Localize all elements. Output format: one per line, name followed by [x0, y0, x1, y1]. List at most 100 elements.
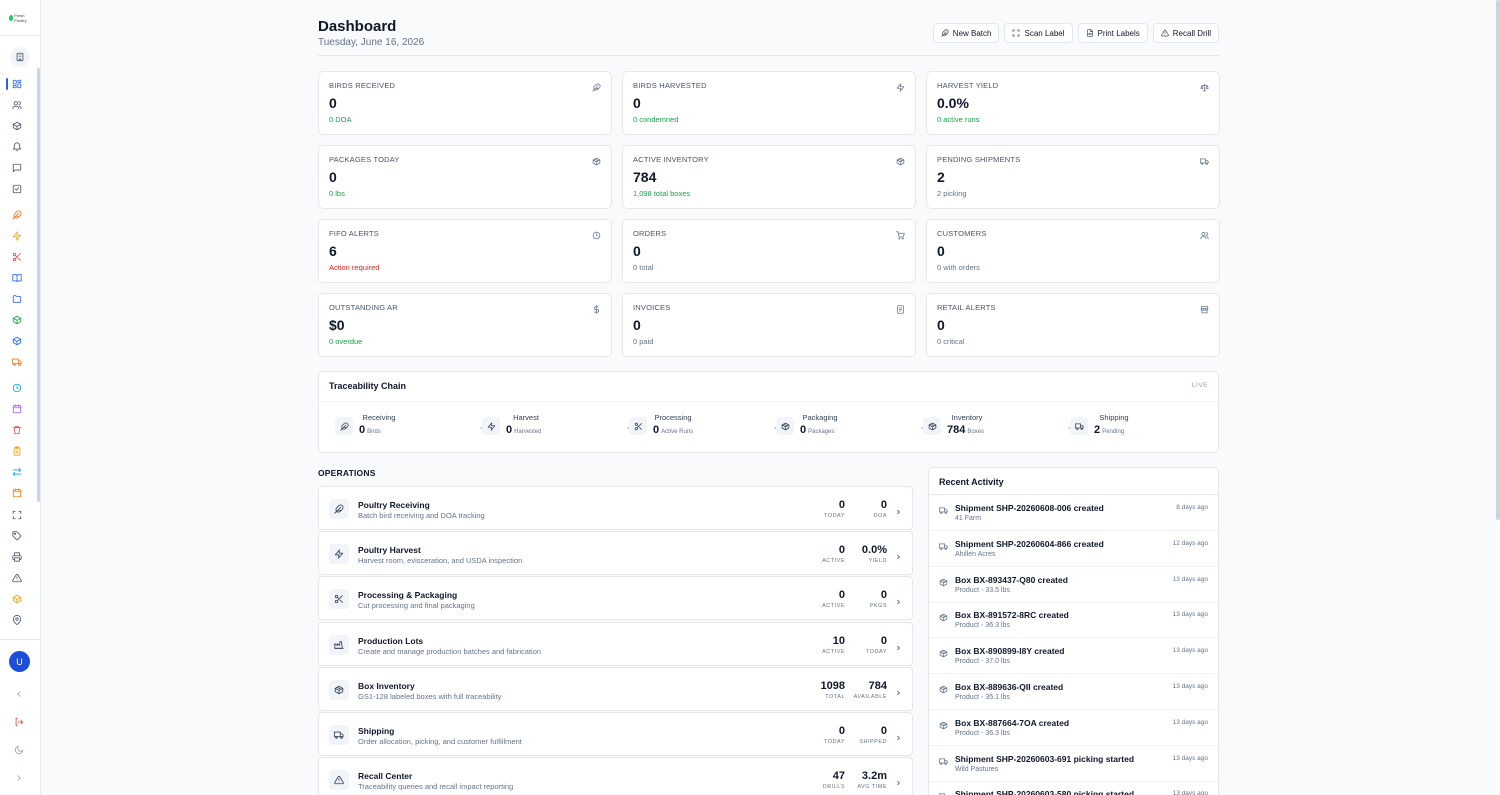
- sidebar-item-checklist[interactable]: [12, 184, 22, 194]
- sidebar-item-trash[interactable]: [12, 425, 22, 435]
- sidebar-item-truck-orange[interactable]: [12, 357, 22, 367]
- sidebar-item-users[interactable]: [12, 100, 22, 110]
- organization-button[interactable]: [10, 47, 30, 67]
- sidebar-item-scissors[interactable]: [12, 252, 22, 262]
- print-labels-button[interactable]: Print Labels: [1077, 23, 1148, 43]
- sidebar-item-clock[interactable]: [12, 383, 22, 393]
- operation-poultry-receiving[interactable]: Poultry Receiving Batch bird receiving an…: [318, 486, 913, 530]
- sidebar-scrollbar[interactable]: [37, 68, 40, 502]
- chevron-right-icon: [897, 509, 900, 515]
- sidebar-item-box-blue[interactable]: [12, 336, 22, 346]
- trace-stage-inventory[interactable]: Inventory 784 Boxes: [923, 412, 1043, 440]
- expand-chevron-icon[interactable]: [14, 772, 26, 784]
- moon-icon[interactable]: [14, 744, 26, 756]
- operation-description: Batch bird receiving and DOA tracking: [358, 511, 485, 520]
- trace-stage-packaging[interactable]: Packaging 0 Packages: [776, 412, 896, 440]
- sidebar-item-scan[interactable]: [12, 510, 22, 520]
- stat-subtext: 0 with orders: [937, 263, 980, 272]
- users-icon: [1200, 229, 1209, 240]
- stat-card-packages-today[interactable]: PACKAGES TODAY 0 0 lbs: [318, 145, 612, 209]
- trace-stage-processing[interactable]: Processing 0 Active Runs: [629, 412, 749, 440]
- stat-card-invoices[interactable]: INVOICES 0 0 paid: [622, 293, 916, 357]
- stat-card-retail-alerts[interactable]: RETAIL ALERTS 0 0 critical: [926, 293, 1220, 357]
- stat-label: OUTSTANDING AR: [329, 303, 398, 312]
- stat-subtext: 0 DOA: [329, 115, 352, 124]
- chevron-right-icon: [897, 645, 900, 650]
- sidebar-item-box[interactable]: [12, 121, 22, 131]
- recall-drill-button[interactable]: Recall Drill: [1152, 23, 1219, 43]
- operation-recall-center[interactable]: Recall Center Traceability queries and re…: [318, 757, 913, 795]
- sidebar-item-printer[interactable]: [12, 552, 22, 562]
- avatar[interactable]: U: [9, 651, 30, 672]
- stat-card-customers[interactable]: CUSTOMERS 0 0 with orders: [926, 219, 1220, 283]
- chevron-right-icon: [895, 731, 902, 741]
- stat-card-fifo-alerts[interactable]: FIFO ALERTS 6 Action required: [318, 219, 612, 283]
- trace-stage-receiving[interactable]: Receiving 0 Birds: [335, 412, 455, 440]
- feather-icon: [592, 81, 601, 92]
- stat-card-birds-received[interactable]: BIRDS RECEIVED 0 0 DOA: [318, 71, 612, 135]
- sidebar-item-feather[interactable]: [12, 210, 22, 220]
- activity-title: Shipment SHP-20260603-691 picking starte…: [955, 753, 1135, 764]
- activity-item[interactable]: Shipment SHP-20260608-006 created 41 Farm…: [929, 495, 1218, 531]
- sidebar-item-folder[interactable]: [12, 294, 22, 304]
- stat-subtext: 2 picking: [937, 189, 967, 198]
- traceability-chain[interactable]: Traceability Chain LIVE Receiving 0 Birds H…: [318, 371, 1219, 453]
- scale-icon: [1200, 83, 1209, 92]
- sidebar-item-book[interactable]: [12, 273, 22, 283]
- operation-processing-packaging[interactable]: Processing & Packaging Cut processing and…: [318, 576, 913, 621]
- logout-icon[interactable]: [14, 716, 26, 728]
- stat-card-outstanding-ar[interactable]: OUTSTANDING AR $0 0 overdue: [318, 293, 612, 357]
- collapse-chevron-icon[interactable]: [14, 688, 26, 700]
- sidebar-item-message[interactable]: [12, 163, 22, 173]
- printer-icon: [12, 552, 22, 562]
- operation-poultry-harvest[interactable]: Poultry Harvest Harvest room, evisceratio…: [318, 531, 913, 576]
- activity-item[interactable]: Shipment SHP-20260603-580 picking starte…: [929, 781, 1218, 795]
- stat-card-harvest-yield[interactable]: HARVEST YIELD 0.0% 0 active runs: [926, 71, 1220, 135]
- activity-time: 13 days ago: [1172, 718, 1208, 726]
- activity-item[interactable]: Shipment SHP-20260603-691 picking starte…: [929, 746, 1218, 782]
- trace-stage-harvest[interactable]: Harvest 0 Harvested: [482, 412, 602, 440]
- stat-subtext: 0 lbs: [329, 189, 345, 198]
- factory-icon: [329, 634, 349, 655]
- sidebar-item-bell[interactable]: [12, 142, 22, 152]
- sidebar-item-calendar-orange[interactable]: [12, 488, 22, 498]
- sidebar-item-alert-triangle[interactable]: [12, 573, 22, 583]
- activity-item[interactable]: Box BX-889636-QII created Product - 35.1 …: [929, 674, 1218, 710]
- sidebar-item-box-green[interactable]: [12, 315, 22, 325]
- activity-item[interactable]: Box BX-893437-Q80 created Product - 33.5 …: [929, 567, 1218, 603]
- stat-card-birds-harvested[interactable]: BIRDS HARVESTED 0 0 condemned: [622, 71, 916, 135]
- stage-unit: Harvested: [514, 429, 542, 435]
- divider: [0, 639, 41, 640]
- page-scrollbar[interactable]: [1496, 0, 1500, 520]
- activity-item[interactable]: Box BX-891572-8RC created Product - 36.3 …: [929, 602, 1218, 639]
- stat-label: PACKAGES TODAY: [329, 155, 400, 164]
- new-batch-button[interactable]: New Batch: [932, 23, 1000, 43]
- stat-card-pending-shipments[interactable]: PENDING SHIPMENTS 2 2 picking: [926, 145, 1220, 209]
- stat-card-orders[interactable]: ORDERS 0 0 total: [622, 219, 916, 283]
- app-logo[interactable]: Fresh Poultry: [9, 11, 31, 25]
- stat-value: $0: [329, 317, 345, 333]
- activity-item[interactable]: Box BX-887664-7OA created Product - 36.3 …: [929, 710, 1218, 746]
- sidebar-item-tag[interactable]: [12, 531, 22, 541]
- sidebar-item-swap[interactable]: [12, 467, 22, 477]
- stat-subtext: 1,098 total boxes: [633, 189, 691, 198]
- stage-value: 784 Boxes: [947, 424, 985, 436]
- operation-shipping[interactable]: Shipping Order allocation, picking, and c…: [318, 711, 913, 756]
- sidebar-item-box-orange[interactable]: [12, 594, 22, 604]
- sidebar-item-calendar[interactable]: [12, 404, 22, 414]
- clipboard-icon: [13, 446, 21, 456]
- operation-box-inventory[interactable]: Box Inventory GS1-128 labeled boxes with …: [318, 666, 913, 711]
- sidebar-item-map-pin[interactable]: [12, 615, 22, 625]
- sidebar-item-clipboard[interactable]: [12, 446, 22, 456]
- scan-label-button[interactable]: Scan Label: [1004, 23, 1073, 43]
- activity-item[interactable]: Shipment SHP-20260604-866 created Ahillen…: [929, 531, 1218, 567]
- stat-card-active-inventory[interactable]: ACTIVE INVENTORY 784 1,098 total boxes: [622, 145, 916, 209]
- trace-stage-shipping[interactable]: Shipping 2 Pending: [1070, 412, 1190, 440]
- operation-production-lots[interactable]: Production Lots Create and manage product…: [318, 621, 913, 666]
- stat-value: 0: [329, 95, 337, 111]
- sidebar-item-zap[interactable]: [12, 231, 22, 241]
- invoice-icon: [897, 305, 904, 314]
- sidebar-item-dashboard[interactable]: [12, 79, 22, 89]
- scale-icon: [1200, 81, 1209, 92]
- activity-item[interactable]: Box BX-890899-I8Y created Product - 37.0 …: [929, 638, 1218, 675]
